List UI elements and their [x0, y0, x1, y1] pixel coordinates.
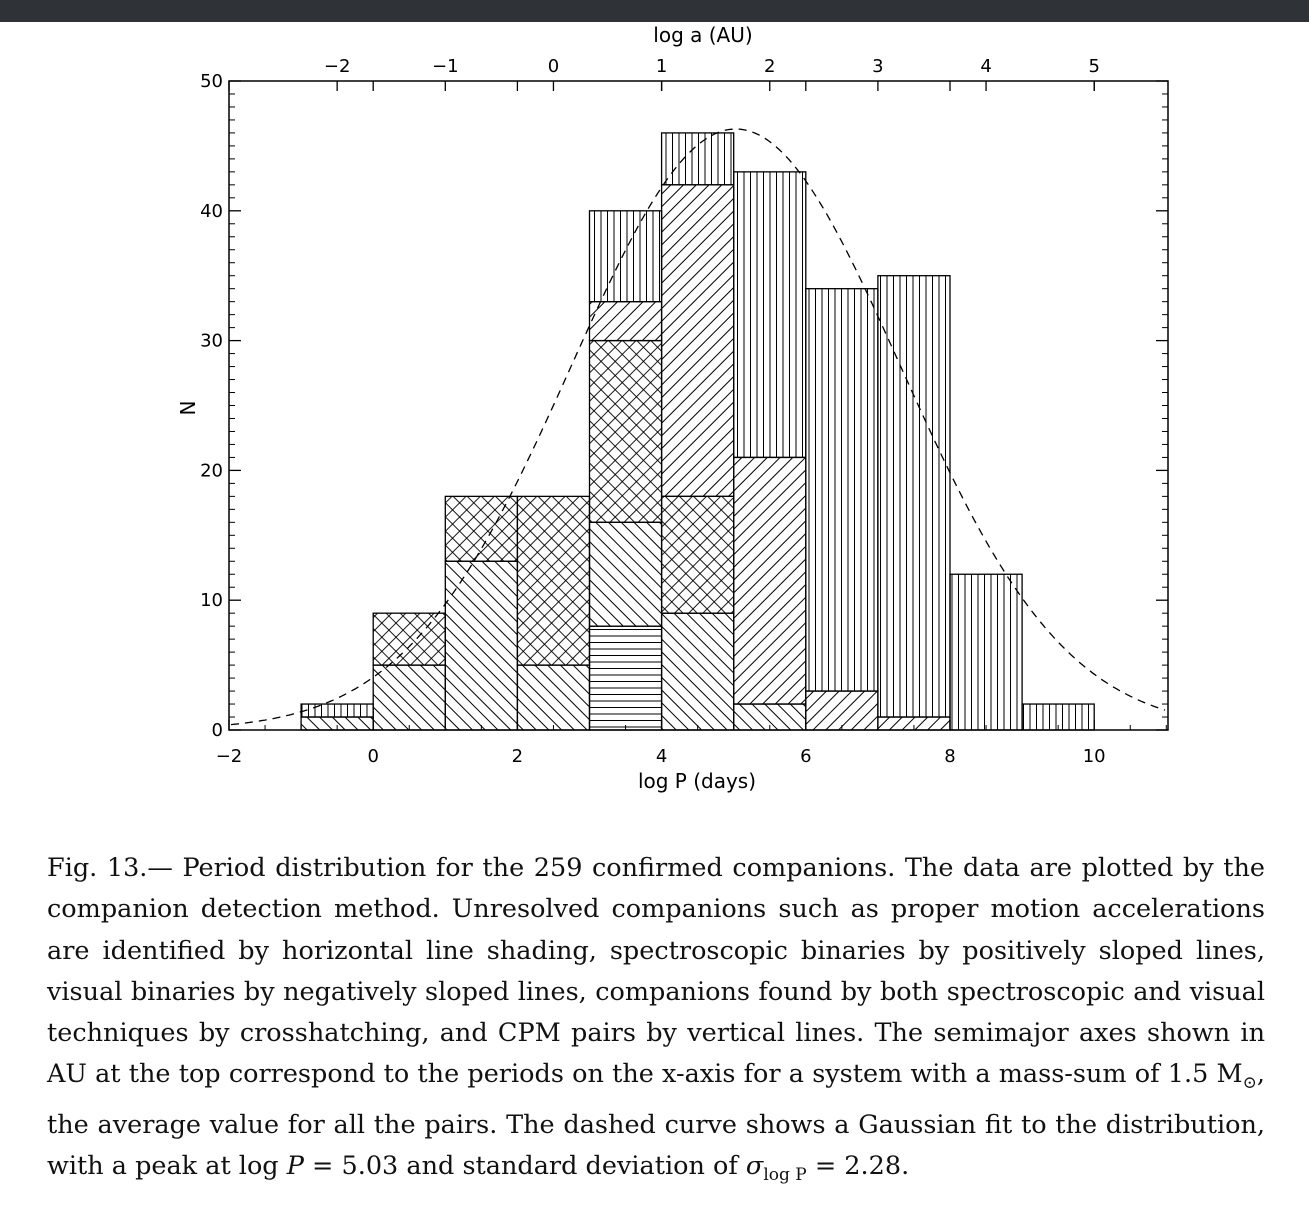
y-tick-label: 40 [200, 201, 223, 222]
bar-segment-vertical [733, 171, 807, 459]
bar-segment-crosshatch [588, 339, 663, 523]
top-tick-label: 4 [980, 56, 991, 77]
bar-segment-vertical [877, 275, 951, 718]
figure-caption: Fig. 13.— Period distribution for the 25… [47, 848, 1265, 1197]
caption-text-2: , the average value for all the pairs. T… [47, 1059, 1265, 1182]
bar-segment-crosshatch [660, 495, 735, 614]
top-axis-label: log a (AU) [653, 23, 752, 47]
histogram-bars [300, 132, 1095, 731]
gaussian-fit [230, 128, 1166, 726]
top-tick-label: 5 [1088, 56, 1099, 77]
y-tick-label: 0 [212, 720, 223, 741]
bar-segment-vertical [660, 132, 735, 186]
bar-segment-crosshatch [444, 495, 519, 562]
bar-segment-crosshatch [372, 612, 446, 666]
caption-sigma: σ [745, 1151, 764, 1182]
window-top-bar [0, 0, 1309, 22]
caption-sigma-subscript: log P [763, 1165, 807, 1186]
bar-segment-vertical [949, 573, 1023, 731]
caption-var-p: P [286, 1151, 304, 1182]
x-tick-label: 8 [944, 746, 955, 767]
x-tick-label: 4 [656, 746, 667, 767]
y-tick-label: 10 [200, 590, 223, 611]
bar-segment-negative-slope [733, 456, 807, 705]
y-tick-label: 30 [200, 331, 223, 352]
bar-segment-vertical [805, 288, 879, 692]
caption-text-1: Fig. 13.— Period distribution for the 25… [47, 853, 1265, 1090]
bar-segment-positive-slope [444, 560, 519, 731]
x-axis-label: log P (days) [638, 769, 756, 793]
top-tick-label: −2 [324, 56, 351, 77]
bar-segment-negative-slope [588, 301, 663, 342]
bar-segment-positive-slope [588, 521, 663, 627]
bar-segment-negative-slope [805, 690, 879, 731]
x-tick-label: 0 [367, 746, 378, 767]
bar-segment-positive-slope [660, 612, 735, 731]
bar-segment-horizontal [588, 625, 663, 731]
bar-segment-positive-slope [372, 664, 446, 731]
x-tick-label: 6 [800, 746, 811, 767]
bar-segment-negative-slope [660, 184, 735, 498]
top-tick-label: 3 [872, 56, 883, 77]
top-tick-label: −1 [432, 56, 459, 77]
top-tick-label: 0 [548, 56, 559, 77]
caption-text-3: = 5.03 and standard deviation of [303, 1151, 746, 1182]
top-tick-label: 2 [764, 56, 775, 77]
caption-text-4: = 2.28. [806, 1151, 910, 1182]
bar-segment-vertical [300, 703, 374, 718]
x-tick-label: 2 [512, 746, 523, 767]
top-tick-label: 1 [656, 56, 667, 77]
bar-segment-crosshatch [516, 495, 591, 666]
x-tick-label: −2 [216, 746, 243, 767]
x-tick-label: 10 [1083, 746, 1106, 767]
bar-segment-vertical [588, 210, 663, 303]
bar-segment-positive-slope [516, 664, 591, 731]
gaussian-fit-curve [230, 128, 1166, 726]
y-tick-label: 50 [200, 71, 223, 92]
y-tick-label: 20 [200, 460, 223, 481]
y-axis-label: N [175, 401, 199, 416]
sun-symbol: ⊙ [1242, 1073, 1257, 1094]
